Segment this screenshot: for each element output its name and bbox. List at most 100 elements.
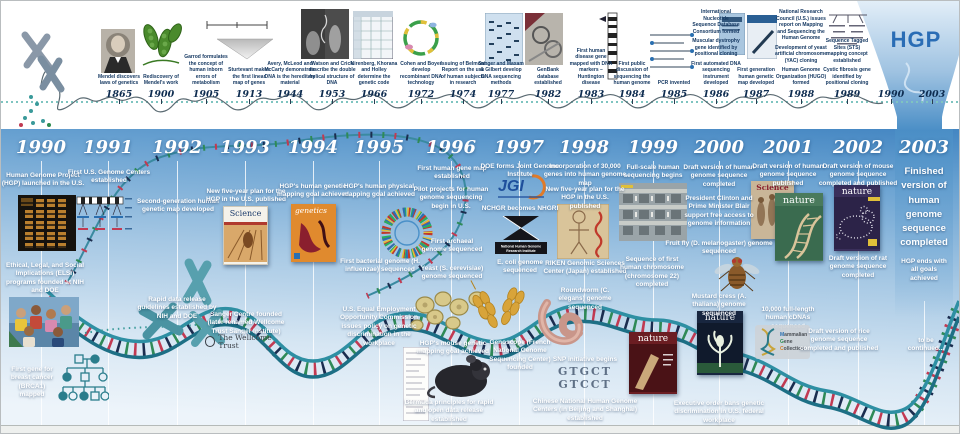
nature-2002-cover: nature — [834, 185, 880, 251]
year: 1865 — [105, 88, 133, 104]
column-line-2000 — [719, 161, 720, 425]
fruit-fly-art — [713, 251, 761, 293]
hgp-report-cover-1990 — [18, 195, 76, 251]
milestone-1990-elsi: Ethical, Legal, and Social Implications … — [5, 262, 85, 295]
top-item-1986: International Nucleotide Sequence Databa… — [691, 9, 741, 104]
nature-1999-art — [629, 344, 677, 392]
top-item-1987: First generation human genetic map devel… — [737, 67, 775, 104]
watson-crick-photo — [301, 9, 349, 59]
column-line-2003 — [924, 301, 925, 425]
top-item-1974: Issuing of Belmont Report on the use of … — [440, 60, 486, 104]
snp-sequence: GTGCT GTCCT — [558, 365, 612, 391]
mammalian-gene-collection-logo: Mammalian Gene Collection — [755, 325, 811, 359]
milestone-2003-goals: HGP ends with all goals achieved — [901, 258, 947, 282]
sequence-listing — [403, 347, 429, 421]
column-line-1990 — [41, 161, 42, 425]
nature-2001-art — [775, 206, 823, 260]
five-year-plan-parchment-1998 — [557, 204, 609, 259]
year-1991: 1991 — [82, 137, 134, 158]
top-item-1988: National Research Council (U.S.) issues … — [775, 9, 827, 104]
wellcome-circle-icon — [205, 336, 216, 347]
year-2000: 2000 — [693, 137, 745, 158]
milestone-1996-pilot: Pilot projects for human genome sequenci… — [413, 186, 489, 210]
genetics-cover-art — [294, 219, 331, 259]
genetic-code-table — [353, 11, 393, 59]
nature-2000-cover: nature — [697, 311, 743, 375]
column-line-1994 — [313, 161, 314, 425]
plasmid-diagram — [399, 15, 443, 61]
milestone-1999-full-scale: Full-scale human sequencing begins — [623, 164, 683, 180]
column-line-2002 — [858, 161, 859, 425]
milestone-1995-eeoc: U.S. Equal Employment Opportunity Commis… — [340, 306, 418, 347]
nature-2001-cover: nature — [775, 193, 823, 261]
nhgri-logo: National Human Genome Research Institute — [495, 216, 547, 254]
top-item-1990: 1990 — [877, 88, 905, 104]
milestone-1998-celegans: Roundworm (C. elegans) genome sequenced — [558, 287, 612, 311]
sequencing-gel — [485, 13, 523, 65]
top-item-1982: GenBank database established 1982 — [534, 67, 562, 104]
year-1992: 1992 — [151, 137, 203, 158]
milestone-1997-genoscope: Genoscope (French National Genome Sequen… — [489, 339, 551, 372]
milestone-2003-finished: Finished version of human genome sequenc… — [900, 166, 948, 249]
wellcome-trust-logo: The Wellcome Trust — [205, 334, 289, 349]
milestone-2000-executive-order: Executive order bans genetic discriminat… — [673, 400, 765, 424]
top-item-1985: PCR invented 1985 — [657, 80, 691, 104]
year-1994: 1994 — [287, 137, 339, 158]
column-line-1993 — [245, 161, 246, 425]
nature-1999-cover: nature — [629, 332, 677, 394]
report-cover-1987 — [747, 15, 777, 59]
to-be-continued: to be continued... — [907, 337, 945, 353]
nature-2000-art — [697, 323, 743, 373]
milestone-1998-riken: RIKEN Genomic Sciences Center (Japan) es… — [543, 260, 627, 276]
milestone-2002-rice-draft: Draft version of rice genome sequence co… — [799, 328, 879, 352]
pcr-diagram — [644, 29, 698, 73]
milestone-1995-hinfluenzae: First bacterial genome (H. influenzae) s… — [340, 258, 420, 274]
milestone-2002-rat-draft: Draft version of rat genome sequence com… — [828, 255, 888, 279]
chromosomes-art-1992 — [129, 249, 245, 353]
milestone-2000-clinton-blair: President Clinton and Prime Minister Bla… — [684, 195, 754, 228]
year-1998: 1998 — [558, 137, 610, 158]
genbank-photo — [525, 13, 563, 65]
top-item-1865: Mendel discovers laws of genetics 1865 — [96, 74, 142, 104]
milestone-2000-arabidopsis: Mustard cress (A. thaliana) genome seque… — [691, 293, 747, 317]
nature-genetics-1994-cover: genetics — [291, 204, 336, 262]
wheat-grain-art — [465, 277, 529, 337]
top-item-1913: Sturtevant makes the first linear map of… — [228, 67, 270, 104]
milestone-1996-archaeal: First archaeal genome sequenced — [421, 238, 483, 254]
mouse-photo — [427, 353, 493, 401]
milestone-1997-ecoli: E. coli genome sequenced — [497, 259, 543, 275]
top-item-1905: Garrod formulates the concept of human i… — [184, 54, 228, 104]
sts-diagram — [825, 11, 871, 53]
svg-text:JGI: JGI — [498, 178, 524, 195]
year-1990: 1990 — [15, 137, 67, 158]
milestone-1993-sanger-centre: Sanger Centre founded (later renamed Wel… — [207, 311, 285, 335]
top-item-2003: 2003 — [918, 88, 946, 104]
column-line-2001 — [788, 161, 789, 425]
milestone-1992-genetic-map: Second-generation human genetic map deve… — [137, 198, 219, 214]
sequencing-facility-photo — [619, 183, 687, 241]
pea-plant-icon — [137, 21, 183, 71]
milestone-1998-snp: SNP initiative begins — [552, 356, 618, 363]
brca1-pedigree-diagram — [57, 353, 109, 405]
year-2002: 2002 — [832, 137, 884, 158]
year-1999: 1999 — [627, 137, 679, 158]
milestone-1996-bermuda: Bermuda principles for rapid and open da… — [404, 399, 494, 423]
milestone-1990-hgp-launch: Human Genome Project (HGP) launched in t… — [1, 172, 85, 188]
milestone-1992-data-release: Rapid data release guidelines establishe… — [137, 296, 217, 320]
top-item-1953: Watson and Crick describe the double hel… — [308, 60, 356, 104]
milestone-1997-jgi: DOE forms Joint Genome Institute — [480, 163, 560, 179]
milestone-1998-five-year-plan: New five-year plan for the HGP in the U.… — [545, 186, 625, 210]
jgi-logo: JGI — [493, 172, 549, 202]
milestone-1991-centers: First U.S. Genome Centers established — [67, 169, 151, 185]
column-line-1998 — [584, 161, 585, 425]
year-1996: 1996 — [425, 137, 477, 158]
top-item-1989: Sequence Tagged Sites (STS) mapping conc… — [823, 38, 871, 104]
science-2001-cover: Science — [751, 181, 794, 239]
year-2001: 2001 — [762, 137, 814, 158]
roundworm-art — [535, 297, 589, 351]
top-item-1977: Sanger and Maxam & Gilbert develop DNA s… — [478, 60, 524, 104]
top-item-1966: Nirenberg, Khorana and Holley determine … — [350, 60, 398, 104]
milestone-1994-genetic-goal: HGP's human genetic mapping goal achieve… — [277, 183, 349, 199]
top-item-1972: Cohen and Boyer develop recombinant DNA … — [399, 60, 443, 104]
milestone-1998-30000-genes: Incorporation of 30,000 genes into human… — [543, 163, 627, 187]
